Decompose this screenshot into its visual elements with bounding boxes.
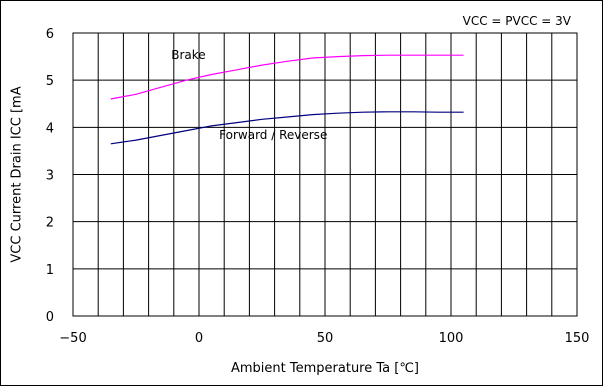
series-line-forward-reverse — [110, 111, 464, 145]
x-tick-label: −50 — [59, 331, 86, 346]
x-tick-label: 0 — [195, 331, 203, 346]
y-tick-label: 1 — [46, 263, 54, 278]
x-tick-label: 150 — [565, 331, 590, 346]
series-label-brake: Brake — [171, 48, 205, 62]
y-axis-title: VCC Current Drain ICC [mA — [10, 86, 25, 262]
series-layer — [110, 54, 464, 145]
series-line-brake — [110, 54, 464, 100]
x-tick-label: 50 — [317, 331, 334, 346]
y-tick-label: 2 — [46, 216, 54, 231]
tick-labels: −50 0 50 100 150 0 1 2 3 4 5 6 — [46, 27, 590, 346]
series-labels: Brake Forward / Reverse — [171, 48, 327, 142]
x-axis-title: Ambient Temperature Ta [℃] — [231, 361, 419, 376]
grid-layer — [73, 33, 577, 316]
y-tick-label: 6 — [46, 27, 54, 42]
condition-label: VCC = PVCC = 3V — [463, 14, 572, 28]
y-tick-label: 0 — [46, 310, 54, 325]
plot-area — [72, 32, 578, 317]
y-tick-label: 5 — [46, 74, 54, 89]
y-tick-label: 3 — [46, 169, 54, 184]
series-label-forward-reverse: Forward / Reverse — [219, 128, 327, 142]
y-tick-label: 4 — [46, 121, 54, 136]
x-tick-label: 100 — [439, 331, 464, 346]
